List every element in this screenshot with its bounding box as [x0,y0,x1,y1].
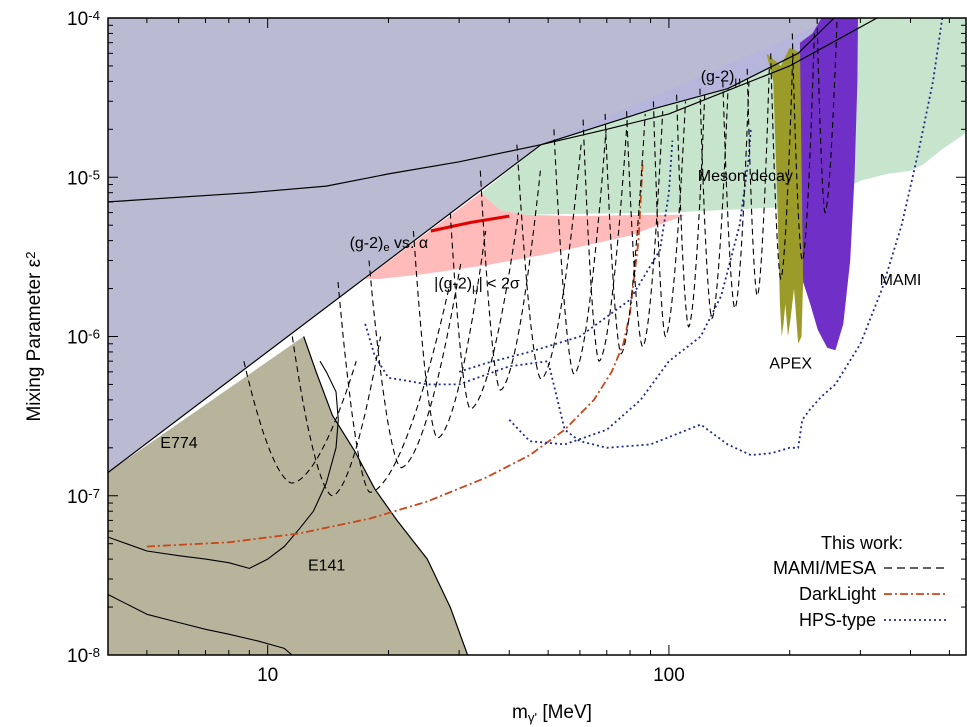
y-tick-label-part: -4 [88,8,100,23]
mesa-dip-12 [652,101,687,338]
axis-labels: mγ' [MeV] Mixing Parameter ε2 [23,251,592,724]
label-g2e: (g-2)e vs. α [350,235,429,254]
x-axis-label-part: [MeV] [537,702,592,723]
y-tick-label: 10-7 [67,486,100,508]
y-tick-label-part: -8 [88,645,100,660]
curve-g2mu_red [430,214,510,233]
y-tick-label-part: 10 [67,168,88,189]
region-g2e [108,18,835,473]
legend-label: DarkLight [799,584,876,604]
x-axis-label-part: m [512,702,528,723]
x-tick-label: 10 [257,665,278,686]
label-g2e-part: vs. α [390,235,429,252]
mesa-dip-1 [291,336,382,497]
label-g2mu_band: |(g-2)μ| < 2σ [434,276,520,295]
label-g2mu_band-part: | < 2σ [479,276,520,293]
legend: This work: MAMI/MESA DarkLight HPS-type [773,533,946,630]
region-g2mu_band [365,192,686,279]
legend-label: MAMI/MESA [773,558,876,578]
mesa-dip-16 [746,68,770,298]
curve-e774_boundary [108,594,293,655]
mesa-dip-9 [582,119,628,363]
label-mami-part: MAMI [880,272,922,289]
curve-e774_boundary2 [108,360,339,569]
mesa-dip-5 [449,212,520,410]
label-e141: E141 [308,557,345,574]
y-tick-label: 10-5 [67,167,100,189]
y-tick-label-part: -5 [88,167,100,182]
y-axis-label: Mixing Parameter ε2 [23,251,45,421]
mesa-dip-2 [337,281,451,493]
y-tick-label-part: -6 [88,326,100,341]
y-tick-label-part: 10 [67,328,88,349]
label-e774: E774 [160,435,197,452]
y-tick-label: 10-8 [67,645,100,667]
curves [108,18,944,655]
y-tick-label-part: 10 [67,487,88,508]
mesa-dip-4 [412,230,487,439]
mesa-dip-17 [770,53,794,281]
label-meson: Meson decay [698,168,793,185]
region-e141 [108,336,468,655]
label-e141-part: E141 [308,557,345,574]
y-tick-label: 10-4 [67,8,100,30]
exclusion-regions [108,18,966,655]
mesa-dip-0 [243,361,357,484]
mesa-dip-18 [791,33,815,262]
mesa-dip-13 [676,94,706,328]
x-axis-label: mγ' [MeV] [512,702,592,725]
label-mami: MAMI [880,272,922,289]
label-apex: APEX [769,355,812,372]
legend-title: This work: [821,533,903,553]
curve-g2mu_lower [108,18,878,203]
label-g2mu_band-part: μ [472,283,478,295]
y-tick-label-part: -7 [88,486,100,501]
region-apex [766,47,804,344]
curve-g2e_boundary [108,18,835,473]
label-g2e-part: e [383,242,389,254]
label-g2mu-part: μ [734,76,740,88]
y-tick-label: 10-6 [67,326,100,348]
label-g2e-part: (g-2) [350,235,384,252]
mesa-dip-15 [722,81,750,310]
mesa-dip-14 [699,88,729,320]
y-tick-label-part: 10 [67,646,88,667]
mesa-dip-8 [553,129,607,376]
x-axis-label-part: γ' [528,710,537,725]
curve-hps3 [458,140,674,373]
y-axis-label-part: 2 [23,251,38,258]
label-g2mu-part: (g-2) [701,68,735,85]
curve-e141_boundary [303,336,469,655]
label-apex-part: APEX [769,355,812,372]
label-meson-part: Meson decay [698,168,793,185]
label-g2mu: (g-2)μ [701,68,741,87]
mesa-dip-3 [368,260,462,469]
label-g2mu_band-part: |(g-2) [434,276,472,293]
mesa-dip-19 [816,18,838,214]
curve-darklight [146,164,644,548]
label-e774-part: E774 [160,435,197,452]
legend-label: HPS-type [799,610,876,630]
y-tick-label-part: 10 [67,9,88,30]
x-tick-label: 100 [653,665,685,686]
mesa-dip-10 [604,113,646,355]
y-axis-label-part: Mixing Parameter ε [24,258,45,421]
